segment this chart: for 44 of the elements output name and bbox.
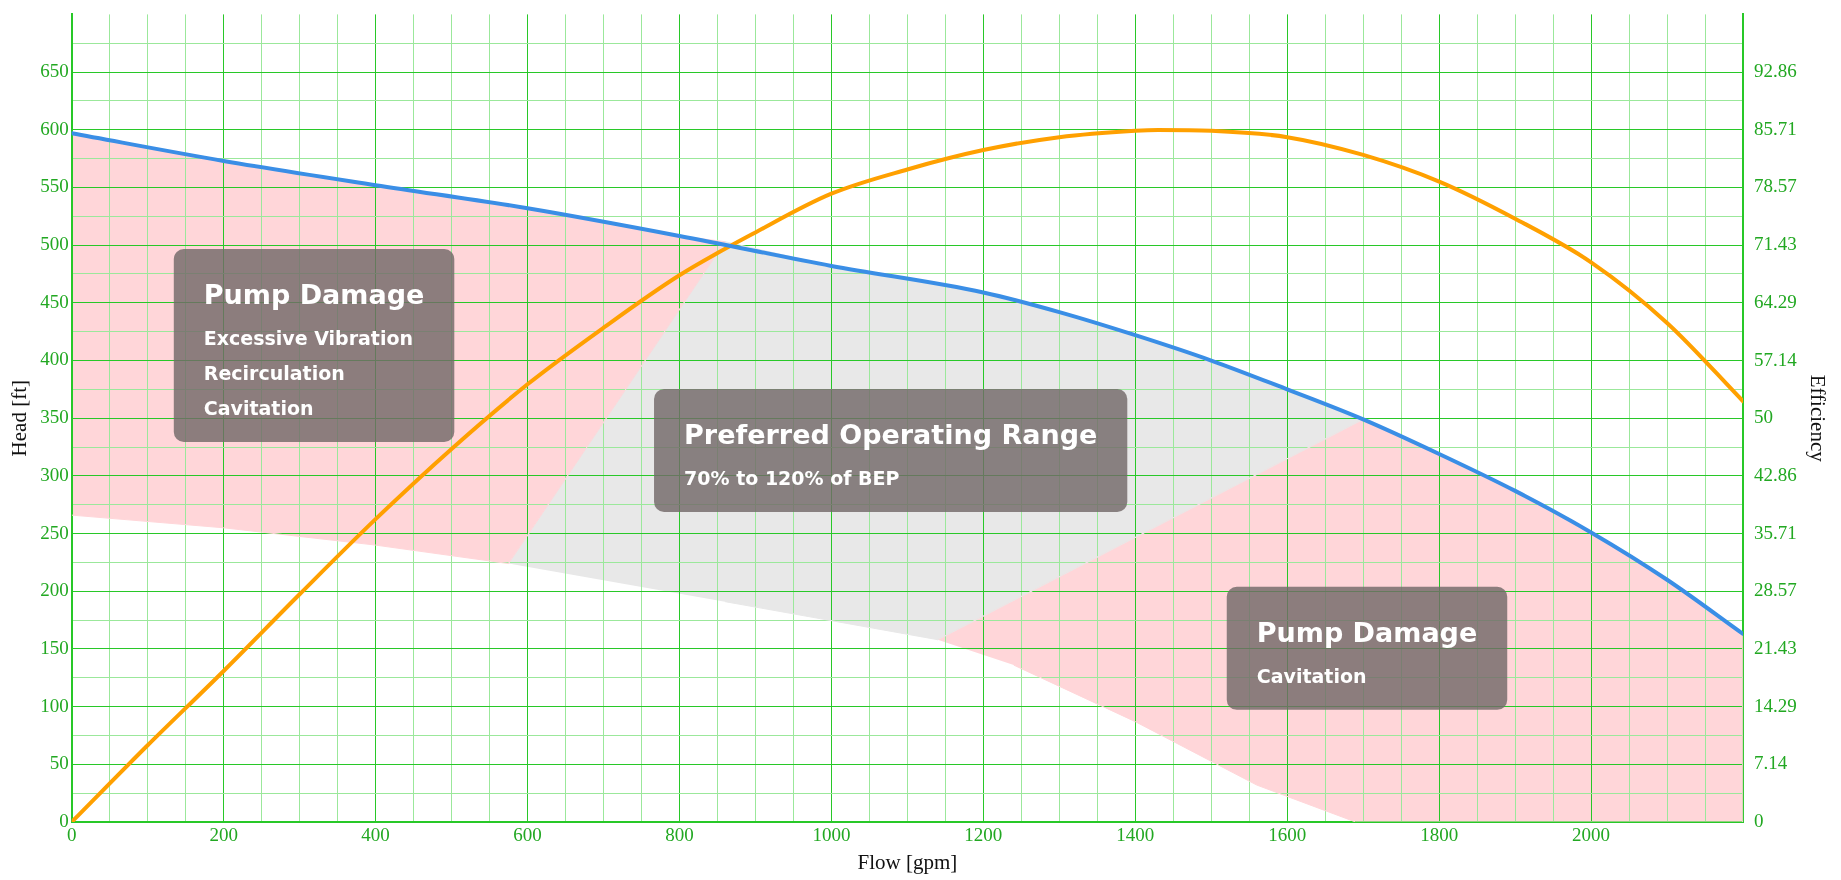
x-tick-label: 600 bbox=[513, 824, 542, 846]
x-tick-label: 400 bbox=[361, 824, 390, 846]
x-tick-label: 1600 bbox=[1268, 824, 1307, 846]
annotation: Preferred Operating Range 70% to 120% of BEP bbox=[684, 419, 1098, 490]
y2-tick-label: 92.86 bbox=[1754, 60, 1797, 82]
y2-tick-label: 71.43 bbox=[1754, 233, 1797, 255]
y2-tick-label: 21.43 bbox=[1754, 636, 1797, 658]
y-tick-label: 0 bbox=[59, 809, 69, 831]
y2-tick-label: 7.14 bbox=[1754, 752, 1788, 774]
y-tick-label: 650 bbox=[40, 60, 69, 82]
y-tick-label: 250 bbox=[40, 521, 69, 543]
y-tick-label: 600 bbox=[40, 117, 69, 139]
y2-tick-label: 14.29 bbox=[1754, 694, 1797, 716]
y2-tick-label: 50 bbox=[1754, 406, 1774, 428]
y-tick-label: 200 bbox=[40, 579, 69, 601]
y2-tick-label: 64.29 bbox=[1754, 290, 1797, 312]
y-tick-label: 150 bbox=[40, 636, 69, 658]
annotation: Pump Damage Excessive Vibration Recirculation Cavitation bbox=[203, 279, 425, 420]
y2-axis-title: Efficiency bbox=[1805, 374, 1830, 463]
y-axis-title: Head [ft] bbox=[7, 380, 32, 457]
x-tick-label: 1000 bbox=[812, 824, 851, 846]
y2-tick-label: 78.57 bbox=[1754, 175, 1797, 197]
y2-tick-label: 28.57 bbox=[1754, 579, 1797, 601]
x-tick-label: 1800 bbox=[1420, 824, 1459, 846]
x-tick-label: 200 bbox=[209, 824, 238, 846]
y2-tick-label: 0 bbox=[1754, 809, 1764, 831]
x-tick-label: 1200 bbox=[964, 824, 1003, 846]
x-axis-title: Flow [gpm] bbox=[857, 849, 958, 874]
x-tick-label: 1400 bbox=[1116, 824, 1155, 846]
annotation: Pump Damage Cavitation bbox=[1256, 616, 1478, 688]
y-tick-label: 300 bbox=[40, 463, 69, 485]
x-tick-label: 800 bbox=[665, 824, 694, 846]
y-tick-label: 500 bbox=[40, 233, 69, 255]
y2-tick-label: 57.14 bbox=[1754, 348, 1798, 370]
x-tick-label: 2000 bbox=[1572, 824, 1611, 846]
y-tick-label: 100 bbox=[40, 694, 69, 716]
y-tick-label: 350 bbox=[40, 406, 69, 428]
y2-tick-label: 85.71 bbox=[1754, 117, 1797, 139]
y2-tick-label: 42.86 bbox=[1754, 463, 1797, 485]
y-tick-label: 450 bbox=[40, 290, 69, 312]
y2-tick-label: 35.71 bbox=[1754, 521, 1797, 543]
y-tick-label: 400 bbox=[40, 348, 69, 370]
y-tick-label: 50 bbox=[49, 752, 69, 774]
y-tick-label: 550 bbox=[40, 175, 69, 197]
